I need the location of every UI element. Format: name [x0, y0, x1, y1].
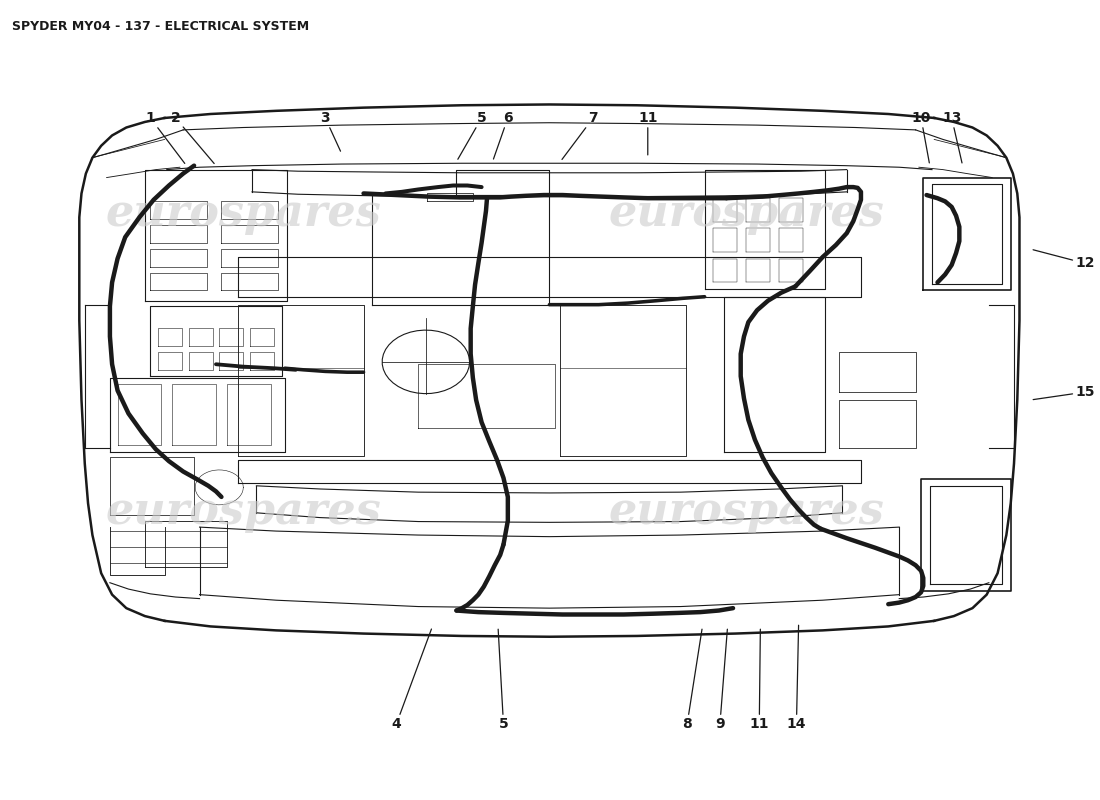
Text: eurospares: eurospares [106, 490, 382, 533]
Text: eurospares: eurospares [608, 490, 884, 533]
Text: 11: 11 [638, 111, 658, 155]
Text: 14: 14 [786, 626, 806, 731]
Text: 15: 15 [1033, 385, 1094, 400]
Text: eurospares: eurospares [106, 192, 382, 235]
Text: 6: 6 [494, 111, 513, 159]
Text: 5: 5 [498, 629, 508, 731]
Text: 9: 9 [715, 629, 727, 731]
Text: SPYDER MY04 - 137 - ELECTRICAL SYSTEM: SPYDER MY04 - 137 - ELECTRICAL SYSTEM [11, 20, 309, 34]
Text: 11: 11 [749, 629, 769, 731]
Text: 10: 10 [912, 111, 931, 163]
Text: eurospares: eurospares [608, 192, 884, 235]
Text: 3: 3 [320, 111, 341, 151]
Text: 4: 4 [392, 629, 431, 731]
Text: 12: 12 [1033, 250, 1094, 270]
Text: 13: 13 [942, 111, 962, 163]
Text: 2: 2 [170, 111, 214, 163]
Text: 7: 7 [562, 111, 598, 159]
Text: 8: 8 [682, 629, 702, 731]
Text: 1: 1 [145, 111, 185, 163]
Text: 5: 5 [458, 111, 486, 159]
